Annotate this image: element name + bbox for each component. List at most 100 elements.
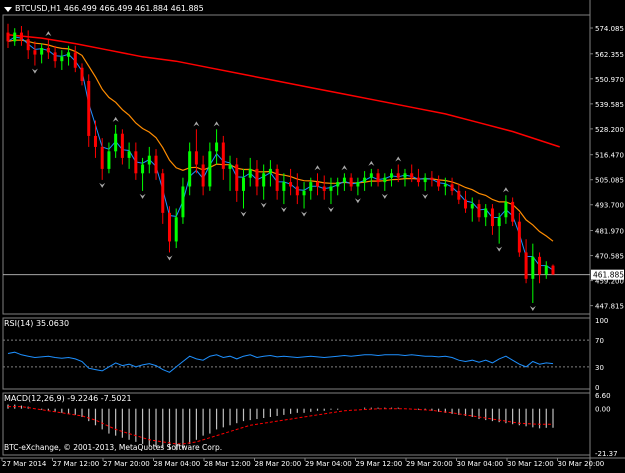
price-tick-label: 470.585 <box>595 253 624 261</box>
candle <box>241 168 245 209</box>
candle-body <box>134 151 138 174</box>
candle <box>517 212 521 257</box>
candle <box>430 171 434 187</box>
candle-body <box>26 39 30 51</box>
candle-body <box>215 142 219 152</box>
fractal-down-icon <box>240 211 247 217</box>
candle-body <box>544 265 548 275</box>
rsi-indicator[interactable] <box>3 339 590 373</box>
candle <box>416 168 420 187</box>
fractals <box>31 31 536 312</box>
candle-body <box>147 155 151 165</box>
fractal-down-icon <box>99 182 106 188</box>
candle <box>107 142 111 174</box>
fractal-down-icon <box>529 306 536 312</box>
candle-body <box>329 186 333 191</box>
candle <box>188 142 192 196</box>
candle-body <box>484 208 488 218</box>
candle <box>141 157 145 191</box>
macd-indicator[interactable] <box>7 404 554 451</box>
candle <box>490 204 494 235</box>
price-tick-label: 539.585 <box>595 101 624 109</box>
macd-tick-label: -21.37 <box>595 450 618 458</box>
candle-body <box>443 184 447 187</box>
macd-header: MACD(12,26,9) -9.2246 -7.5021 <box>4 394 132 403</box>
candle <box>450 177 454 196</box>
time-tick-label: 28 Mar 12:00 <box>204 460 251 468</box>
time-tick-label: 28 Mar 04:00 <box>154 460 201 468</box>
candle-body <box>262 173 266 187</box>
time-tick-label: 29 Mar 04:00 <box>305 460 352 468</box>
triangle-down-icon[interactable] <box>4 7 12 12</box>
fractal-up-icon <box>193 121 200 127</box>
candle-body <box>174 217 178 242</box>
candle <box>497 212 501 244</box>
rsi-label: RSI(14) 35.0630 <box>4 319 69 328</box>
candle <box>255 160 259 196</box>
candle-body <box>517 221 521 253</box>
candle <box>342 173 346 191</box>
candle <box>201 155 205 196</box>
fractal-up-icon <box>502 187 509 193</box>
fractal-up-icon <box>45 31 52 37</box>
rsi-tick-label: 100 <box>595 317 608 325</box>
candle-body <box>477 204 481 218</box>
candle-body <box>19 32 23 40</box>
price-tick-label: 481.970 <box>595 228 624 236</box>
candle <box>356 177 360 196</box>
price-tick-label: 550.970 <box>595 76 624 84</box>
candle <box>336 177 340 196</box>
bid-price-tag-box <box>591 269 624 280</box>
candle <box>275 164 279 200</box>
macd-signal-line <box>8 406 553 445</box>
candle-body <box>60 56 64 62</box>
candle <box>268 160 272 187</box>
rsi-tick-label: 0 <box>595 384 599 392</box>
candle-body <box>194 151 198 165</box>
candle-body <box>396 173 400 178</box>
price-tick-label: 505.085 <box>595 177 624 185</box>
price-tick-label: 528.200 <box>595 126 624 134</box>
fractal-down-icon <box>139 193 146 199</box>
candle-body <box>241 177 245 191</box>
candle-body <box>309 182 313 191</box>
time-tick-label: 27 Mar 2014 <box>2 460 47 468</box>
candle-body <box>93 135 97 147</box>
fractal-up-icon <box>213 121 220 127</box>
fractal-up-icon <box>314 165 321 171</box>
candle-body <box>376 173 380 183</box>
candle-body <box>228 164 232 169</box>
candle <box>6 23 10 48</box>
candle-body <box>87 80 91 136</box>
candle <box>215 129 219 165</box>
candlesticks[interactable] <box>6 23 555 304</box>
candle <box>19 25 23 46</box>
candle-body <box>342 177 346 183</box>
candle <box>120 129 124 165</box>
candle <box>309 177 313 200</box>
candle <box>134 142 138 180</box>
bid-price-tag: 461.885 <box>591 269 624 280</box>
time-tick-label: 30 Mar 12:00 <box>507 460 554 468</box>
candle <box>289 168 293 196</box>
candle-body <box>235 164 239 191</box>
candle <box>396 164 400 183</box>
fractal-up-icon <box>112 116 119 122</box>
fractal-down-icon <box>422 193 429 199</box>
chart-header-label: BTCUSD,H1 466.499 466.499 461.884 461.88… <box>15 4 204 13</box>
candle <box>248 157 252 187</box>
fractal-up-icon <box>341 165 348 171</box>
price-tick-label: 493.700 <box>595 202 624 210</box>
candle <box>349 173 353 191</box>
fractal-down-icon <box>260 202 267 208</box>
macd-label: MACD(12,26,9) -9.2246 -7.5021 <box>4 394 132 403</box>
candle-body <box>497 217 501 227</box>
candle <box>100 138 104 180</box>
candle <box>423 173 427 191</box>
candle <box>73 45 77 73</box>
candle-body <box>390 173 394 178</box>
chart-header[interactable]: BTCUSD,H1 466.499 466.499 461.884 461.88… <box>4 4 204 13</box>
candle <box>282 173 286 205</box>
candle-body <box>470 204 474 209</box>
